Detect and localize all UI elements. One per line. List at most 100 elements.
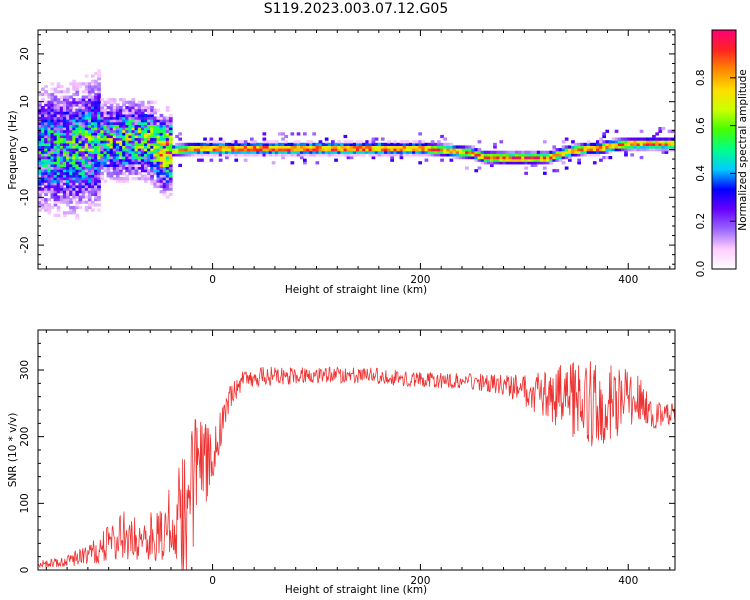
heatmap-cell bbox=[59, 90, 64, 94]
heatmap-cell bbox=[53, 169, 58, 173]
heatmap-cell bbox=[627, 137, 631, 141]
heatmap-cell bbox=[128, 169, 133, 173]
heatmap-cell bbox=[134, 113, 139, 118]
heatmap-cell bbox=[53, 182, 58, 186]
heatmap-cell bbox=[162, 150, 167, 154]
heatmap-cell bbox=[59, 182, 64, 186]
heatmap-cell bbox=[47, 184, 52, 189]
heatmap-cell bbox=[131, 171, 136, 175]
heatmap-cell bbox=[47, 163, 52, 167]
heatmap-cell bbox=[140, 166, 145, 170]
heatmap-cell bbox=[599, 150, 603, 154]
heatmap-cell bbox=[153, 132, 157, 136]
heatmap-cell bbox=[162, 132, 167, 136]
heatmap-cell bbox=[168, 129, 173, 133]
heatmap-cell bbox=[228, 142, 232, 146]
heatmap-cell bbox=[159, 119, 164, 123]
heatmap-cell bbox=[128, 121, 133, 125]
heatmap-cell bbox=[231, 150, 235, 154]
heatmap-cell bbox=[115, 156, 120, 160]
heatmap-cell bbox=[324, 148, 329, 152]
heatmap-cell bbox=[602, 140, 606, 144]
heatmap-cell bbox=[91, 103, 95, 107]
heatmap-cell bbox=[122, 137, 126, 141]
heatmap-cell bbox=[356, 148, 360, 152]
heatmap-cell bbox=[112, 137, 117, 141]
heatmap-cell bbox=[112, 153, 117, 157]
heatmap-cell bbox=[178, 163, 182, 167]
heatmap-cell bbox=[574, 142, 578, 146]
heatmap-cell bbox=[62, 142, 67, 146]
heatmap-cell bbox=[577, 142, 581, 146]
heatmap-cell bbox=[421, 142, 426, 146]
heatmap-cell bbox=[515, 150, 519, 154]
heatmap-cell bbox=[131, 98, 136, 102]
heatmap-cell bbox=[649, 137, 653, 141]
heatmap-cell bbox=[66, 161, 70, 165]
heatmap-cell bbox=[97, 85, 101, 89]
heatmap-cell bbox=[66, 148, 70, 152]
heatmap-cell bbox=[62, 198, 67, 202]
heatmap-cell bbox=[296, 150, 301, 154]
heatmap-cell bbox=[543, 158, 547, 162]
heatmap-cell bbox=[552, 158, 557, 162]
heatmap-cell bbox=[62, 137, 67, 141]
heatmap-cell bbox=[125, 177, 129, 181]
heatmap-cell bbox=[324, 153, 329, 157]
heatmap-cell bbox=[458, 156, 463, 160]
heatmap-cell bbox=[41, 179, 45, 183]
heatmap-cell bbox=[134, 150, 139, 154]
heatmap-cell bbox=[72, 179, 76, 183]
heatmap-cell bbox=[56, 119, 61, 123]
heatmap-cell bbox=[140, 106, 145, 110]
heatmap-cell bbox=[115, 129, 120, 133]
heatmap-cell bbox=[131, 119, 136, 123]
heatmap-cell bbox=[137, 116, 142, 120]
heatmap-cell bbox=[38, 116, 42, 120]
heatmap-cell bbox=[94, 158, 98, 162]
heatmap-cell bbox=[75, 205, 80, 210]
heatmap-cell bbox=[115, 145, 120, 149]
heatmap-cell bbox=[343, 134, 348, 139]
heatmap-cell bbox=[137, 137, 142, 141]
heatmap-cell bbox=[106, 134, 111, 139]
heatmap-cell bbox=[586, 140, 591, 144]
heatmap-cell bbox=[147, 156, 151, 160]
heatmap-cell bbox=[84, 116, 89, 120]
heatmap-cell bbox=[645, 142, 650, 146]
heatmap-cell bbox=[667, 140, 672, 144]
heatmap-cell bbox=[38, 192, 42, 196]
heatmap-cell bbox=[62, 169, 67, 173]
heatmap-cell bbox=[246, 142, 251, 146]
heatmap-cell bbox=[405, 142, 410, 146]
heatmap-cell bbox=[66, 163, 70, 167]
heatmap-cell bbox=[147, 124, 151, 128]
heatmap-cell bbox=[218, 148, 223, 152]
heatmap-cell bbox=[41, 116, 45, 120]
heatmap-cell bbox=[81, 111, 86, 115]
heatmap-cell bbox=[424, 145, 429, 149]
heatmap-cell bbox=[91, 108, 95, 112]
heatmap-cell bbox=[137, 158, 142, 162]
heatmap-cell bbox=[377, 153, 382, 157]
heatmap-cell bbox=[162, 184, 167, 189]
heatmap-cell bbox=[87, 166, 92, 170]
heatmap-cell bbox=[112, 98, 117, 102]
heatmap-cell bbox=[50, 129, 55, 133]
heatmap-cell bbox=[564, 148, 569, 152]
heatmap-cell bbox=[165, 124, 170, 128]
heatmap-cell bbox=[165, 171, 170, 175]
heatmap-cell bbox=[140, 132, 145, 136]
heatmap-cell bbox=[75, 190, 80, 194]
heatmap-cell bbox=[617, 137, 622, 141]
heatmap-cell bbox=[147, 171, 151, 175]
heatmap-cell bbox=[162, 179, 167, 183]
heatmap-cell bbox=[543, 161, 547, 165]
heatmap-cell bbox=[62, 158, 67, 162]
heatmap-cell bbox=[56, 182, 61, 186]
heatmap-cell bbox=[315, 161, 320, 165]
heatmap-cell bbox=[87, 113, 92, 118]
heatmap-cell bbox=[197, 145, 201, 149]
heatmap-cell bbox=[412, 142, 416, 146]
heatmap-cell bbox=[72, 192, 76, 196]
